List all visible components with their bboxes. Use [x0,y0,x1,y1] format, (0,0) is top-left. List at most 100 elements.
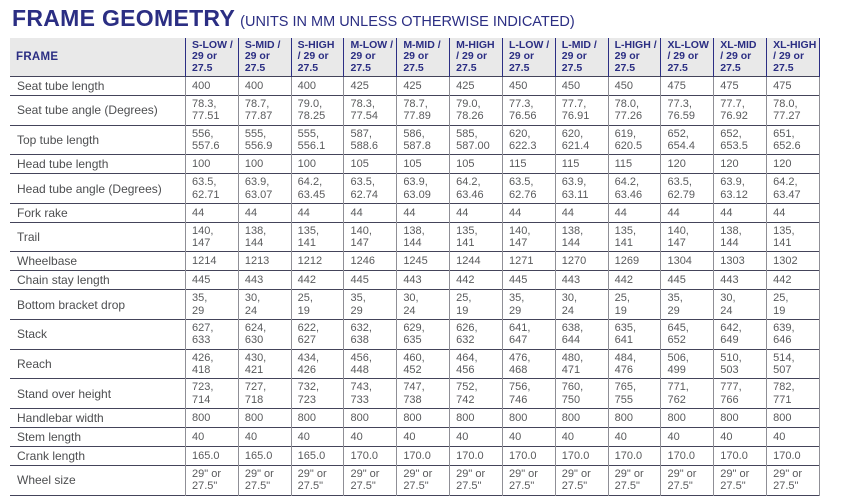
page-title-main: FRAME GEOMETRY [12,5,236,31]
value-cell: 40 [396,427,450,447]
table-row: Seat tube length 400 400 400 425 425 425 450 450… [10,76,820,96]
value-cell: 63.9, 63.07 [237,173,292,204]
value-cell: 430, 421 [237,349,292,379]
value-cell: 140, 147 [660,222,714,252]
value-cell: 138, 144 [554,222,609,252]
value-cell: 40 [343,427,397,447]
value-cell: 63.5, 62.71 [185,173,239,204]
value-cell: 442 [290,270,344,290]
value-cell: 44 [501,203,556,223]
value-cell: 1302 [766,251,820,271]
table-row: Head tube angle (Degrees) 63.5, 62.71 63.9… [10,173,820,204]
size-column-header: S-HIGH / 29 or 27.5 [290,38,344,77]
value-cell: 138, 144 [396,222,450,252]
value-cell: 44 [396,203,450,223]
value-cell: 626, 632 [449,319,503,350]
value-cell: 506, 499 [660,349,714,379]
value-cell: 40 [185,427,239,447]
value-cell: 400 [185,76,239,96]
value-cell: 484, 476 [607,349,661,379]
value-cell: 140, 147 [185,222,239,252]
value-cell: 63.5, 62.76 [501,173,556,204]
value-cell: 727, 718 [237,378,292,409]
value-cell: 1270 [554,251,609,271]
value-cell: 170.0 [554,446,609,466]
value-cell: 443 [396,270,450,290]
value-cell: 443 [713,270,767,290]
table-row: Stand over height 723, 714 727, 718 732, 72… [10,378,820,409]
value-cell: 400 [237,76,292,96]
value-cell: 456, 448 [343,349,397,379]
value-cell: 445 [185,270,239,290]
value-cell: 627, 633 [185,319,239,350]
value-cell: 78.0, 77.26 [607,95,661,126]
value-cell: 652, 653.5 [713,125,767,155]
row-label: Stand over height [17,386,112,401]
value-cell: 475 [766,76,820,96]
value-cell: 30, 24 [396,289,450,320]
value-cell: 35, 29 [660,289,714,320]
table-row: Fork rake 44 44 44 44 44 44 44 44 44 44 44 44 [10,203,820,223]
value-cell: 800 [396,408,450,428]
value-cell: 800 [343,408,397,428]
value-cell: 450 [501,76,556,96]
value-cell: 756, 746 [501,378,556,409]
row-label: Reach [17,357,52,372]
value-cell: 64.2, 63.46 [607,173,661,204]
value-cell: 782, 771 [766,378,820,409]
value-cell: 115 [607,154,661,174]
value-cell: 29" or 27.5" [713,465,767,496]
row-label: Crank length [17,448,86,463]
row-label: Head tube angle (Degrees) [17,181,162,196]
row-label: Wheelbase [17,254,78,269]
value-cell: 35, 29 [343,289,397,320]
table-row: Wheel size 29" or 27.5" 29" or 27.5" 29" or… [10,465,820,496]
row-label: Chain stay length [17,273,110,288]
value-cell: 44 [237,203,292,223]
size-column-header: S-MID / 29 or 27.5 [237,38,292,77]
value-cell: 476, 468 [501,349,556,379]
value-cell: 40 [290,427,344,447]
header-row: FRAME S-LOW / 29 or 27.5 S-MID / 29 or 27.… [10,38,820,77]
value-cell: 443 [554,270,609,290]
value-cell: 1304 [660,251,714,271]
value-cell: 800 [713,408,767,428]
value-cell: 752, 742 [449,378,503,409]
value-cell: 170.0 [766,446,820,466]
value-cell: 170.0 [607,446,661,466]
value-cell: 629, 635 [396,319,450,350]
size-column-header: M-MID / 29 or 27.5 [396,38,450,77]
row-label: Top tube length [17,132,100,147]
value-cell: 425 [343,76,397,96]
value-cell: 510, 503 [713,349,767,379]
value-cell: 800 [449,408,503,428]
value-cell: 1214 [185,251,239,271]
row-label: Seat tube length [17,78,105,93]
value-cell: 587, 588.6 [343,125,397,155]
value-cell: 25, 19 [449,289,503,320]
value-cell: 35, 29 [501,289,556,320]
value-cell: 800 [660,408,714,428]
value-cell: 641, 647 [501,319,556,350]
value-cell: 645, 652 [660,319,714,350]
value-cell: 170.0 [660,446,714,466]
value-cell: 30, 24 [713,289,767,320]
value-cell: 29" or 27.5" [660,465,714,496]
value-cell: 445 [501,270,556,290]
value-cell: 40 [237,427,292,447]
value-cell: 29" or 27.5" [501,465,556,496]
value-cell: 445 [343,270,397,290]
size-column-header: L-LOW / 29 or 27.5 [501,38,556,77]
value-cell: 426, 418 [185,349,239,379]
value-cell: 138, 144 [713,222,767,252]
value-cell: 480, 471 [554,349,609,379]
value-cell: 434, 426 [290,349,344,379]
table-row: Seat tube angle (Degrees) 78.3, 77.51 78.7… [10,95,820,126]
value-cell: 135, 141 [449,222,503,252]
table-row: Wheelbase 1214 1213 1212 1246 1245 1244 1271 127… [10,251,820,271]
table-row: Stem length 40 40 40 40 40 40 40 40 40 40 40 40 [10,427,820,447]
page-title-units-note: (UNITS IN MM UNLESS OTHERWISE INDICATED) [240,14,575,30]
value-cell: 170.0 [396,446,450,466]
size-column-header: S-LOW / 29 or 27.5 [185,38,239,77]
